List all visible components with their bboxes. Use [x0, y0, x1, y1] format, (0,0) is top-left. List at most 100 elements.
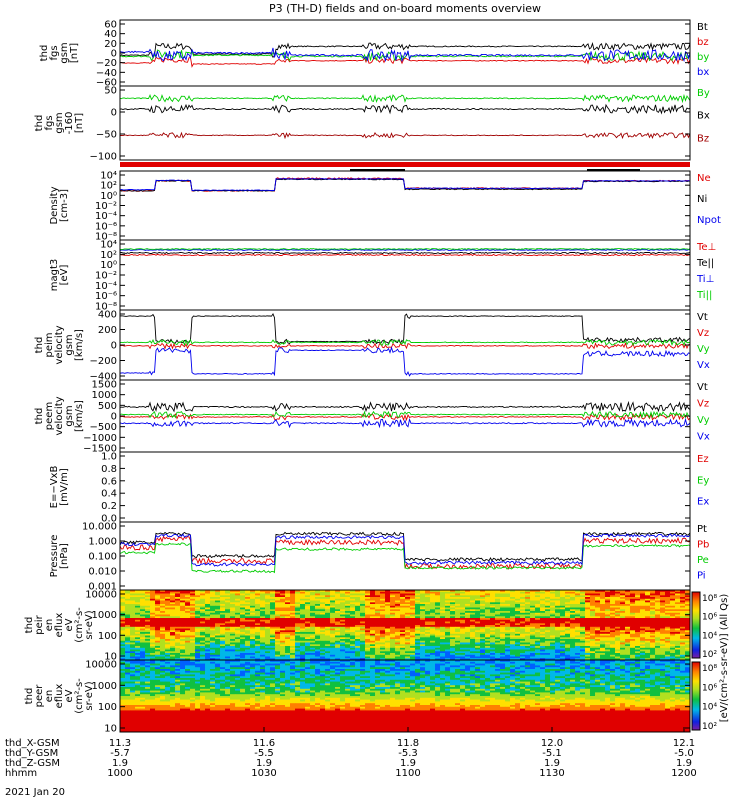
heatmap-cell — [165, 597, 171, 600]
heatmap-cell — [210, 623, 216, 626]
heatmap-cell — [615, 633, 621, 636]
heatmap-cell — [590, 628, 596, 631]
heatmap-cell — [450, 591, 456, 594]
heatmap-cell — [615, 647, 621, 650]
heatmap-cell — [255, 630, 261, 633]
heatmap-cell — [575, 607, 581, 610]
heatmap-cell — [285, 605, 291, 608]
heatmap-cell — [120, 630, 126, 633]
heatmap-cell — [625, 626, 631, 629]
heatmap-cell — [210, 611, 216, 614]
heatmap-cell — [455, 658, 461, 661]
heatmap-cell — [305, 658, 311, 661]
heatmap-cell — [340, 597, 346, 600]
heatmap-cell — [485, 611, 491, 614]
heatmap-cell — [440, 632, 446, 635]
heatmap-cell — [470, 640, 476, 643]
heatmap-cell — [465, 653, 471, 656]
heatmap-cell — [350, 593, 356, 596]
heatmap-cell — [220, 633, 226, 636]
heatmap-cell — [355, 654, 361, 657]
heatmap-cell — [640, 619, 646, 622]
heatmap-cell — [630, 618, 636, 621]
heatmap-cell — [650, 598, 656, 601]
heatmap-cell — [315, 604, 321, 607]
heatmap-cell — [385, 612, 391, 615]
heatmap-cell — [200, 607, 206, 610]
heatmap-cell — [455, 605, 461, 608]
heatmap-cell — [590, 642, 596, 645]
heatmap-cell — [285, 595, 291, 598]
heatmap-cell — [280, 621, 286, 624]
heatmap-cell — [130, 623, 136, 626]
heatmap-cell — [565, 619, 571, 622]
heatmap-cell — [640, 618, 646, 621]
heatmap-cell — [260, 628, 266, 631]
heatmap-cell — [210, 654, 216, 657]
heatmap-cell — [555, 632, 561, 635]
heatmap-cell — [530, 639, 536, 642]
heatmap-cell — [205, 623, 211, 626]
heatmap-cell — [515, 598, 521, 601]
heatmap-cell — [230, 590, 236, 593]
heatmap-cell — [645, 653, 651, 656]
heatmap-cell — [245, 611, 251, 614]
heatmap-cell — [545, 611, 551, 614]
heatmap-cell — [605, 616, 611, 619]
heatmap-cell — [660, 651, 666, 654]
heatmap-cell — [585, 614, 591, 617]
heatmap-cell — [470, 609, 476, 612]
heatmap-cell — [435, 654, 441, 657]
heatmap-cell — [190, 609, 196, 612]
heatmap-cell — [660, 604, 666, 607]
heatmap-cell — [155, 625, 161, 628]
heatmap-cell — [465, 646, 471, 649]
heatmap-cell — [355, 611, 361, 614]
heatmap-cell — [150, 593, 156, 596]
heatmap-cell — [560, 628, 566, 631]
heatmap-cell — [425, 654, 431, 657]
heatmap-cell — [330, 609, 336, 612]
heatmap-cell — [320, 639, 326, 642]
heatmap-cell — [240, 602, 246, 605]
heatmap-cell — [500, 590, 506, 593]
heatmap-cell — [515, 593, 521, 596]
heatmap-cell — [145, 604, 151, 607]
heatmap-cell — [635, 611, 641, 614]
heatmap-cell — [585, 640, 591, 643]
heatmap-cell — [625, 653, 631, 656]
heatmap-cell — [555, 660, 561, 663]
heatmap-cell — [445, 607, 451, 610]
heatmap-cell — [190, 653, 196, 656]
heatmap-cell — [520, 654, 526, 657]
series-line-Ti|| — [120, 248, 691, 250]
heatmap-cell — [275, 653, 281, 656]
heatmap-cell — [175, 595, 181, 598]
heatmap-cell — [415, 625, 421, 628]
heatmap-cell — [570, 637, 576, 640]
heatmap-cell — [145, 637, 151, 640]
heatmap-cell — [320, 591, 326, 594]
heatmap-cell — [595, 600, 601, 603]
heatmap-cell — [470, 637, 476, 640]
heatmap-cell — [235, 630, 241, 633]
heatmap-cell — [160, 653, 166, 656]
heatmap-cell — [660, 621, 666, 624]
heatmap-cell — [625, 651, 631, 654]
heatmap-cell — [605, 607, 611, 610]
heatmap-cell — [310, 628, 316, 631]
y-axis-label: [km/s] — [74, 400, 85, 432]
heatmap-cell — [285, 593, 291, 596]
heatmap-cell — [655, 637, 661, 640]
y-tick-label: −400 — [90, 372, 117, 383]
heatmap-cell — [410, 658, 416, 661]
heatmap-cell — [565, 628, 571, 631]
heatmap-cell — [195, 619, 201, 622]
heatmap-cell — [275, 640, 281, 643]
heatmap-cell — [510, 660, 516, 663]
heatmap-cell — [360, 658, 366, 661]
heatmap-cell — [505, 604, 511, 607]
heatmap-cell — [415, 618, 421, 621]
heatmap-cell — [255, 658, 261, 661]
heatmap-cell — [190, 600, 196, 603]
